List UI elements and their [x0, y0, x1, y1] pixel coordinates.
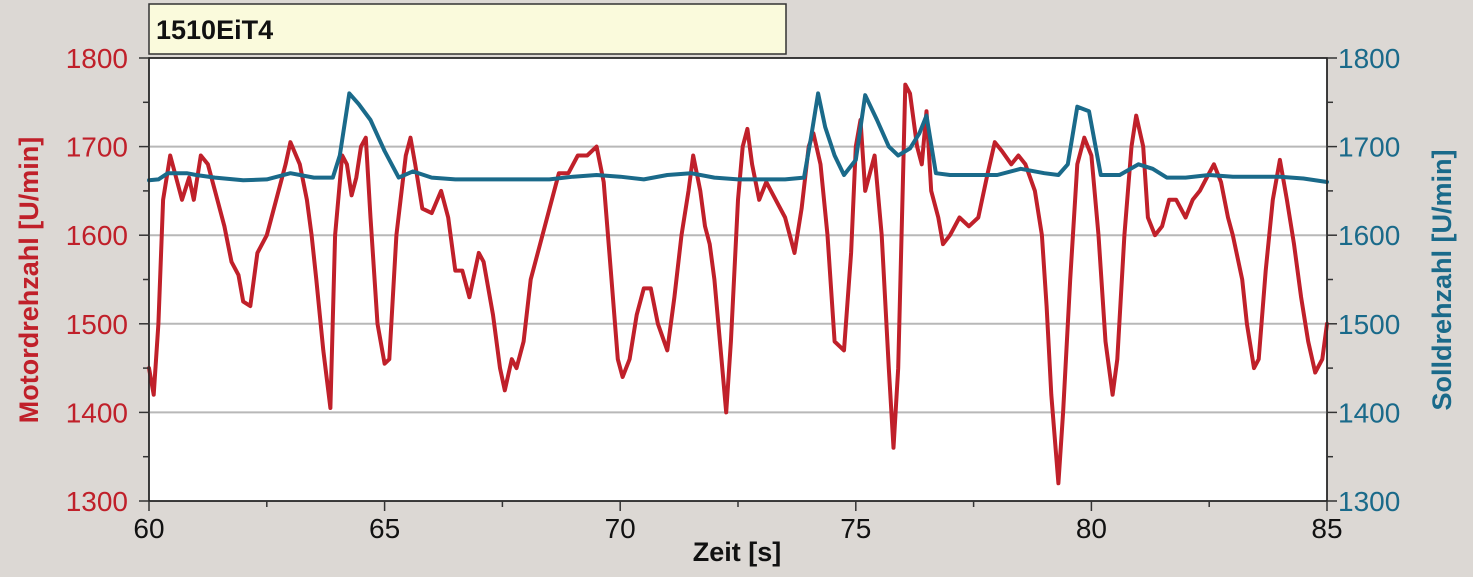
y-axis-right-title: Solldrehzahl [U/min]	[1427, 149, 1457, 410]
y-tick-label-right: 1500	[1338, 309, 1400, 340]
title-box	[148, 3, 787, 55]
y-tick-label-right: 1800	[1338, 43, 1400, 74]
y-tick-label-right: 1400	[1338, 397, 1400, 428]
y-tick-label-right: 1600	[1338, 220, 1400, 251]
x-tick-label: 60	[133, 513, 164, 544]
plot-area	[148, 57, 1328, 502]
x-tick-label: 65	[369, 513, 400, 544]
y-tick-label-right: 1300	[1338, 486, 1400, 517]
x-tick-label: 70	[605, 513, 636, 544]
series-layer	[147, 82, 1329, 486]
x-tick-label: 85	[1311, 513, 1342, 544]
series-line-motor	[147, 82, 1329, 486]
series-line-soll	[147, 91, 1329, 184]
y-tick-label-left: 1500	[66, 309, 128, 340]
y-tick-label-left: 1800	[66, 43, 128, 74]
y-tick-label-right: 1700	[1338, 132, 1400, 163]
x-tick-label: 75	[840, 513, 871, 544]
y-tick-label-left: 1700	[66, 132, 128, 163]
y-tick-label-left: 1300	[66, 486, 128, 517]
y-axis-left-title: Motordrehzahl [U/min]	[14, 137, 44, 423]
tick-layer: 1300 1300 1400 1400 1500 1500 1600 1600 1700 1700…	[66, 43, 1401, 544]
x-axis-title: Zeit [s]	[693, 537, 782, 567]
y-tick-label-left: 1600	[66, 220, 128, 251]
y-tick-label-left: 1400	[66, 397, 128, 428]
chart-title: 1510EiT4	[156, 15, 273, 45]
x-tick-label: 80	[1076, 513, 1107, 544]
